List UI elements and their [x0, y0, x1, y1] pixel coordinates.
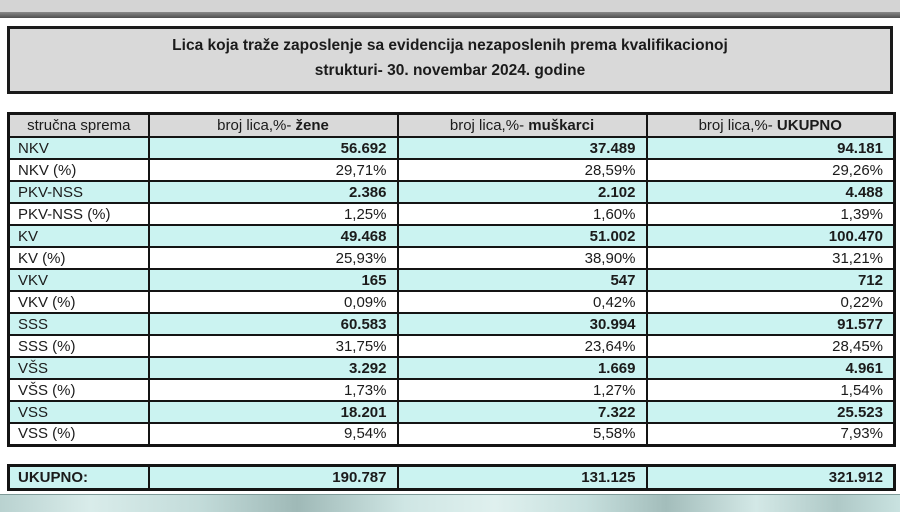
table-title: Lica koja traže zaposlenje sa evidencija…: [7, 26, 893, 94]
cell-ukupno: 25.523: [645, 400, 896, 425]
bottom-teal-band: [0, 493, 900, 512]
header-ukupno: broj lica,%- UKUPNO: [645, 112, 896, 139]
cell-ukupno: 29,26%: [645, 158, 896, 183]
row-label: SSS (%): [7, 334, 150, 359]
total-ukupno: 321.912: [645, 464, 896, 491]
row-label: PKV-NSS: [7, 180, 150, 205]
cell-muskarci: 28,59%: [396, 158, 648, 183]
cell-zene: 3.292: [147, 356, 399, 381]
cell-zene: 0,09%: [147, 290, 399, 315]
table-row-sss-pct: SSS (%) 31,75% 23,64% 28,45%: [7, 334, 896, 359]
top-gray-band: [0, 0, 900, 12]
row-label: PKV-NSS (%): [7, 202, 150, 227]
cell-ukupno: 0,22%: [645, 290, 896, 315]
table-row-pkv-nss-pct: PKV-NSS (%) 1,25% 1,60% 1,39%: [7, 202, 896, 227]
table-row-pkv-nss: PKV-NSS 2.386 2.102 4.488: [7, 180, 896, 205]
cell-muskarci: 38,90%: [396, 246, 648, 271]
cell-muskarci: 1,60%: [396, 202, 648, 227]
cell-ukupno: 94.181: [645, 136, 896, 161]
total-zene: 190.787: [147, 464, 399, 491]
cell-zene: 49.468: [147, 224, 399, 249]
header-muskarci: broj lica,%- muškarci: [396, 112, 648, 139]
row-label: SSS: [7, 312, 150, 337]
cell-muskarci: 23,64%: [396, 334, 648, 359]
cell-zene: 9,54%: [147, 422, 399, 447]
cell-zene: 18.201: [147, 400, 399, 425]
total-row-table: UKUPNO: 190.787 131.125 321.912: [7, 463, 896, 491]
title-line-1: Lica koja traže zaposlenje sa evidencija…: [172, 37, 728, 54]
cell-muskarci: 37.489: [396, 136, 648, 161]
cell-ukupno: 1,39%: [645, 202, 896, 227]
table-row-nkv-pct: NKV (%) 29,71% 28,59% 29,26%: [7, 158, 896, 183]
cell-zene: 165: [147, 268, 399, 293]
header-zene: broj lica,%- žene: [147, 112, 399, 139]
table-row-vss-caron: VŠS 3.292 1.669 4.961: [7, 356, 896, 381]
cell-muskarci: 2.102: [396, 180, 648, 205]
cell-ukupno: 100.470: [645, 224, 896, 249]
cell-muskarci: 51.002: [396, 224, 648, 249]
cell-zene: 31,75%: [147, 334, 399, 359]
total-label: UKUPNO:: [7, 464, 150, 491]
row-label: VSS: [7, 400, 150, 425]
table-row-vss: VSS 18.201 7.322 25.523: [7, 400, 896, 425]
row-label: VKV: [7, 268, 150, 293]
cell-zene: 25,93%: [147, 246, 399, 271]
table-row-vkv: VKV 165 547 712: [7, 268, 896, 293]
cell-ukupno: 28,45%: [645, 334, 896, 359]
cell-ukupno: 4.961: [645, 356, 896, 381]
cell-ukupno: 91.577: [645, 312, 896, 337]
cell-zene: 1,25%: [147, 202, 399, 227]
total-row: UKUPNO: 190.787 131.125 321.912: [7, 464, 896, 491]
cell-ukupno: 31,21%: [645, 246, 896, 271]
qualification-table: stručna sprema broj lica,%- žene broj li…: [7, 111, 896, 447]
row-label: KV: [7, 224, 150, 249]
table-row-kv: KV 49.468 51.002 100.470: [7, 224, 896, 249]
table-row-vkv-pct: VKV (%) 0,09% 0,42% 0,22%: [7, 290, 896, 315]
cell-zene: 29,71%: [147, 158, 399, 183]
table-row-kv-pct: KV (%) 25,93% 38,90% 31,21%: [7, 246, 896, 271]
cell-muskarci: 5,58%: [396, 422, 648, 447]
row-label: KV (%): [7, 246, 150, 271]
cell-muskarci: 30.994: [396, 312, 648, 337]
table-row-nkv: NKV 56.692 37.489 94.181: [7, 136, 896, 161]
row-label: NKV: [7, 136, 150, 161]
row-label: NKV (%): [7, 158, 150, 183]
cell-muskarci: 0,42%: [396, 290, 648, 315]
header-strucna-sprema: stručna sprema: [7, 112, 150, 139]
table-row-vss-pct: VSS (%) 9,54% 5,58% 7,93%: [7, 422, 896, 447]
cell-ukupno: 1,54%: [645, 378, 896, 403]
cell-zene: 60.583: [147, 312, 399, 337]
cell-ukupno: 712: [645, 268, 896, 293]
row-label: VSS (%): [7, 422, 150, 447]
title-line-2: strukturi- 30. novembar 2024. godine: [314, 61, 586, 79]
cell-muskarci: 7.322: [396, 400, 648, 425]
row-label: VŠS (%): [7, 378, 150, 403]
cell-zene: 1,73%: [147, 378, 399, 403]
total-muskarci: 131.125: [396, 464, 648, 491]
table-row-sss: SSS 60.583 30.994 91.577: [7, 312, 896, 337]
cell-ukupno: 4.488: [645, 180, 896, 205]
cell-muskarci: 547: [396, 268, 648, 293]
cell-zene: 56.692: [147, 136, 399, 161]
cell-muskarci: 1,27%: [396, 378, 648, 403]
table-header-row: stručna sprema broj lica,%- žene broj li…: [7, 112, 896, 139]
table-row-vss-caron-pct: VŠS (%) 1,73% 1,27% 1,54%: [7, 378, 896, 403]
row-label: VŠS: [7, 356, 150, 381]
cell-ukupno: 7,93%: [645, 422, 896, 447]
cell-muskarci: 1.669: [396, 356, 648, 381]
top-band-shadow: [0, 12, 900, 18]
cell-zene: 2.386: [147, 180, 399, 205]
row-label: VKV (%): [7, 290, 150, 315]
